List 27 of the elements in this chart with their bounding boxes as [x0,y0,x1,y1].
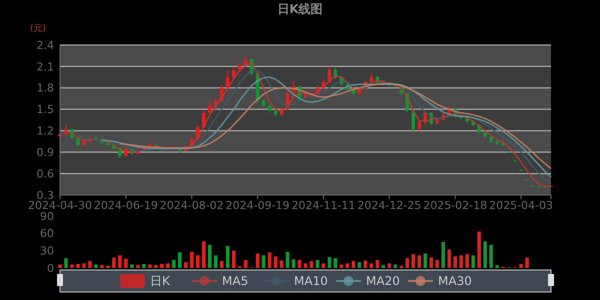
y-axis-title: (元) [30,23,46,34]
legend-label: MA10 [294,274,328,288]
y-tick-label: 1.8 [36,82,54,95]
legend-label: MA5 [222,274,248,288]
y-tick-label: 1.5 [36,103,54,116]
legend-label: MA20 [366,274,400,288]
legend-label: MA30 [438,274,472,288]
y-tick-label: 0.3 [36,188,54,202]
legend-label: 日K [150,274,171,288]
y-tick-label: 0.9 [36,146,54,159]
y-tick-label: 0 [47,262,54,275]
x-tick-label: 2024-11-11 [291,199,356,212]
y-tick-label: 0.6 [36,167,54,180]
x-tick-label: 2024-04-30 [28,199,92,212]
y-tick-label: 1.2 [36,124,54,138]
y-tick-label: 90 [40,210,54,223]
y-tick-label: 30 [40,244,54,258]
x-tick-label: 2024-09-19 [226,199,290,212]
x-tick-label: 2025-04-03 [489,199,554,212]
x-tick-label: 2024-12-25 [357,199,422,212]
x-tick-label: 2024-08-02 [160,199,224,212]
y-tick-label: 2.4 [36,38,54,52]
y-tick-label: 2.1 [36,60,54,74]
x-tick-label: 2025-02-18 [423,199,488,212]
y-tick-label: 60 [40,227,54,240]
x-tick-label: 2024-06-19 [94,199,158,212]
chart-title: 日K线图 [277,2,323,16]
